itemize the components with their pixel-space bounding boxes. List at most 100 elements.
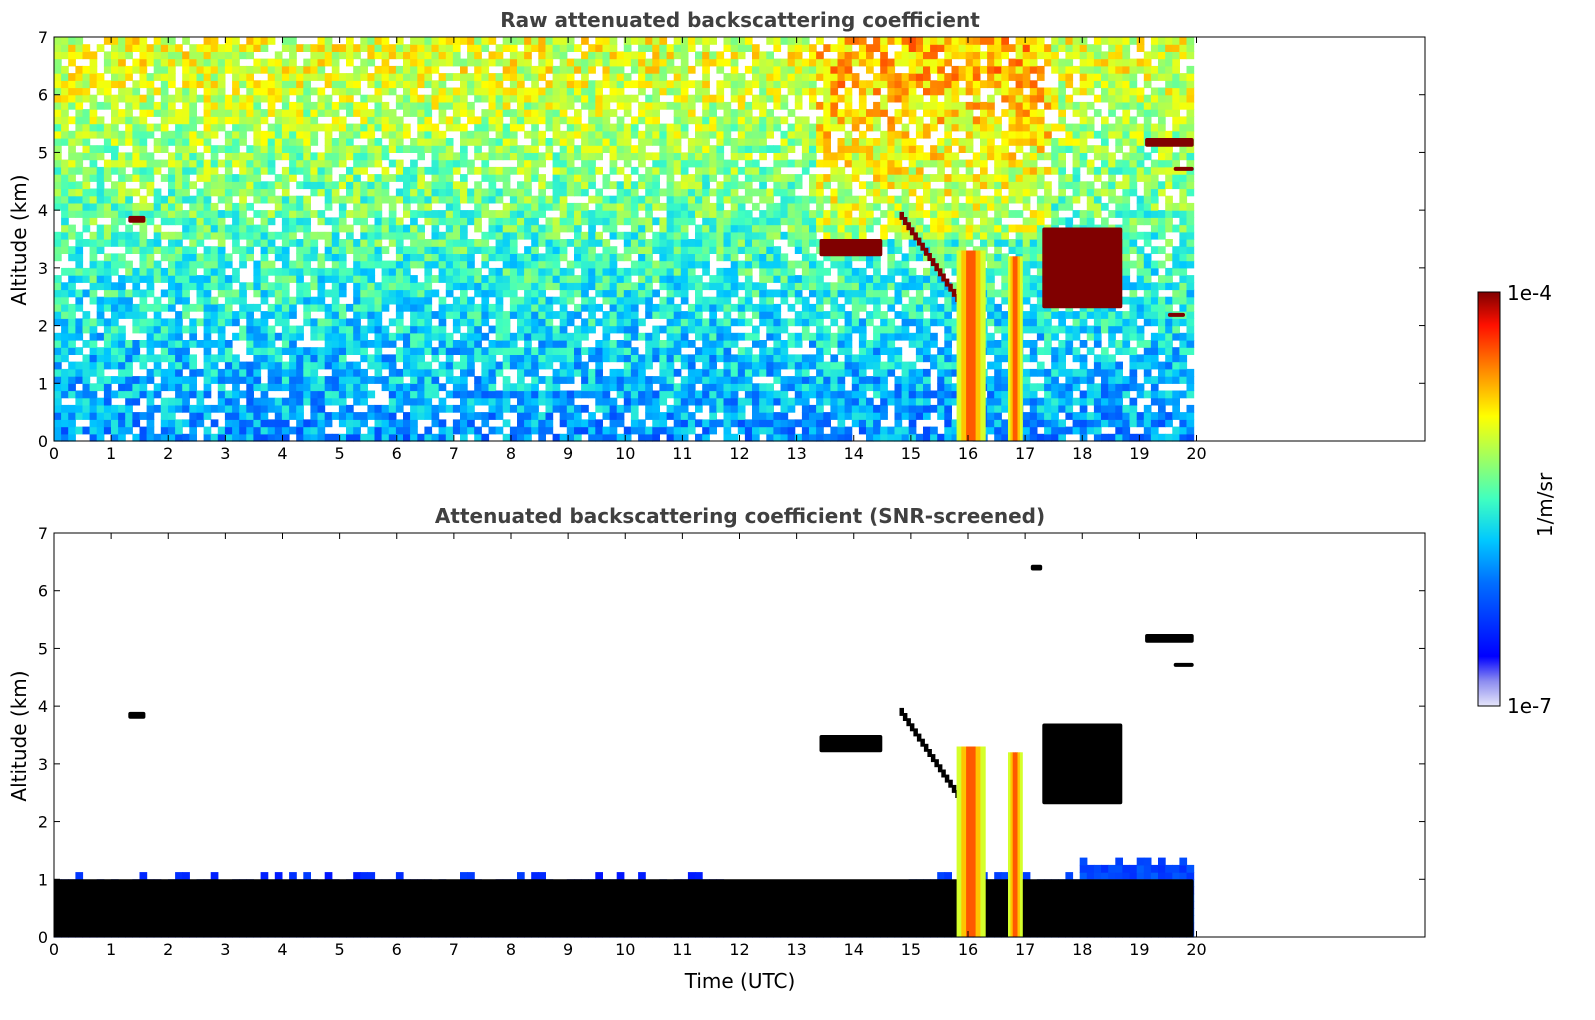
heatmap-cell xyxy=(132,239,141,247)
heatmap-cell xyxy=(524,58,532,67)
heatmap-cell xyxy=(773,332,782,341)
heatmap-cell xyxy=(744,166,753,175)
heatmap-cell xyxy=(566,361,575,370)
heatmap-cell xyxy=(438,58,447,67)
heatmap-cell xyxy=(417,340,425,348)
heatmap-cell xyxy=(816,188,824,197)
heatmap-cell xyxy=(780,325,789,334)
heatmap-cell xyxy=(666,318,675,327)
heatmap-cell xyxy=(588,311,596,319)
heatmap-cell xyxy=(709,426,717,435)
heatmap-cell xyxy=(702,296,710,305)
heatmap-cell xyxy=(801,224,810,233)
heatmap-cell xyxy=(687,275,696,283)
heatmap-cell xyxy=(75,116,84,125)
heatmap-cell xyxy=(139,152,148,161)
heatmap-cell xyxy=(424,101,433,110)
heatmap-cell xyxy=(581,87,589,96)
heatmap-cell xyxy=(723,354,732,363)
heatmap-cell xyxy=(709,404,717,413)
heatmap-cell xyxy=(431,354,440,363)
heatmap-cell xyxy=(524,412,532,420)
heatmap-cell xyxy=(609,109,618,117)
heatmap-cell xyxy=(673,239,682,247)
heatmap-cell xyxy=(595,419,603,428)
heatmap-cell xyxy=(153,58,162,67)
heatmap-cell xyxy=(146,303,155,312)
heatmap-cell xyxy=(474,181,482,190)
heatmap-cell xyxy=(524,332,532,341)
heatmap-cell xyxy=(502,311,511,319)
heatmap-cell xyxy=(716,188,725,197)
heatmap-cell xyxy=(545,65,554,74)
heatmap-cell xyxy=(716,51,725,60)
heatmap-cell xyxy=(801,202,810,211)
heatmap-cell xyxy=(773,354,782,363)
heatmap-cell xyxy=(687,202,696,211)
heatmap-cell xyxy=(274,152,283,161)
heatmap-cell xyxy=(331,354,340,363)
heatmap-cell xyxy=(659,368,668,377)
heatmap-cell xyxy=(89,94,98,103)
heatmap-cell xyxy=(367,390,376,399)
heatmap-cell xyxy=(267,433,276,442)
heatmap-cell xyxy=(160,332,169,341)
heatmap-cell xyxy=(695,116,703,125)
heatmap-cell xyxy=(467,296,475,305)
heatmap-cell xyxy=(609,195,618,204)
heatmap-cell xyxy=(823,116,831,125)
heatmap-cell xyxy=(296,282,304,291)
heatmap-cell xyxy=(502,354,511,363)
heatmap-cell xyxy=(153,37,162,45)
heatmap-cell xyxy=(189,217,197,226)
heatmap-cell xyxy=(367,253,376,262)
heatmap-cell xyxy=(303,246,311,254)
heatmap-cell xyxy=(75,347,84,355)
heatmap-cell xyxy=(759,426,767,435)
heatmap-cell xyxy=(709,282,717,291)
heatmap-cell xyxy=(61,195,69,204)
heatmap-cell xyxy=(559,347,568,355)
heatmap-cell xyxy=(645,383,653,392)
heatmap-cell xyxy=(317,231,326,240)
heatmap-cell xyxy=(253,368,262,377)
heatmap-cell xyxy=(417,130,425,139)
heatmap-cell xyxy=(609,303,618,312)
heatmap-cell xyxy=(367,51,376,60)
heatmap-cell xyxy=(153,188,162,197)
heatmap-cell xyxy=(609,340,618,348)
heatmap-cell xyxy=(246,282,254,291)
heatmap-cell xyxy=(702,109,710,117)
heatmap-cell xyxy=(289,152,297,161)
heatmap-cell xyxy=(424,347,433,355)
heatmap-cell xyxy=(203,65,212,74)
heatmap-cell xyxy=(54,296,62,305)
heatmap-cell xyxy=(509,433,518,442)
heatmap-cell xyxy=(467,347,475,355)
heatmap-cell xyxy=(381,130,390,139)
heatmap-cell xyxy=(673,289,682,298)
heatmap-cell xyxy=(581,383,589,392)
heatmap-cell xyxy=(239,332,247,341)
heatmap-cell xyxy=(54,340,62,348)
heatmap-cell xyxy=(317,332,326,341)
heatmap-cell xyxy=(388,138,397,146)
heatmap-cell xyxy=(410,260,418,269)
heatmap-cell xyxy=(595,253,603,262)
heatmap-cell xyxy=(303,101,311,110)
heatmap-cell xyxy=(588,145,596,153)
heatmap-cell xyxy=(310,397,319,406)
heatmap-cell xyxy=(538,412,546,420)
heatmap-cell xyxy=(787,404,796,413)
heatmap-cell xyxy=(638,51,646,60)
heatmap-cell xyxy=(652,311,660,319)
heatmap-cell xyxy=(267,188,276,197)
heatmap-cell xyxy=(759,166,767,175)
heatmap-cell xyxy=(125,109,133,117)
heatmap-cell xyxy=(574,260,582,269)
heatmap-cell xyxy=(253,181,262,190)
heatmap-cell xyxy=(403,325,411,334)
heatmap-cell xyxy=(103,37,112,45)
heatmap-cell xyxy=(410,404,418,413)
heatmap-cell xyxy=(723,246,732,254)
